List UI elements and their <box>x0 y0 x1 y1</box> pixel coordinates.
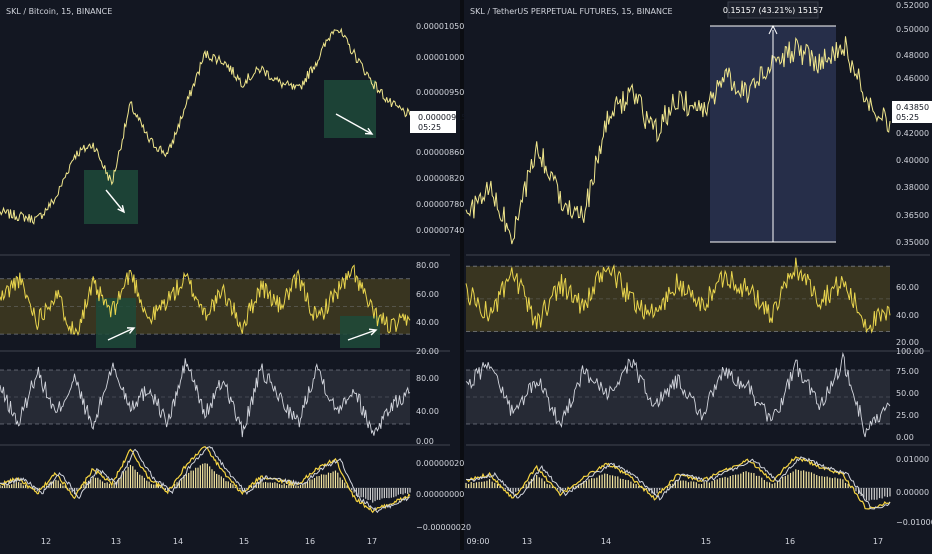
right-price-axis-label: 0.50000 <box>896 25 929 34</box>
right-rsi-line <box>465 257 891 334</box>
left-highlight-box <box>324 80 376 138</box>
left-stoch-axis-label: 80.00 <box>416 374 439 383</box>
right-price-axis-label: 0.48000 <box>896 51 929 60</box>
left-macd-axis-label: 0.00000000 <box>416 490 464 499</box>
right-time-axis-label: 13 <box>522 537 532 546</box>
left-countdown: 05:25 <box>418 123 441 132</box>
right-price-axis-label: 0.52000 <box>896 1 929 10</box>
right-macd-axis-label: 0.00000 <box>896 488 929 497</box>
right-measure-label-bg <box>727 1 819 19</box>
left-rsi-axis-label: 20.00 <box>416 347 439 356</box>
right-signal-line <box>466 456 891 510</box>
left-last-price: 0.00000915 <box>418 113 466 122</box>
left-time-axis-label: 12 <box>41 537 51 546</box>
right-measure-label: 0.15157 (43.21%) 15157 <box>723 6 823 15</box>
right-price-axis-label: 0.38000 <box>896 183 929 192</box>
left-price-axis-label: 0.00001000 <box>416 53 464 62</box>
left-rsi-axis-label: 80.00 <box>416 261 439 270</box>
left-price-axis-label: 0.00001050 <box>416 22 464 31</box>
left-rsi-axis-label: 40.00 <box>416 318 439 327</box>
right-last-price-label-bg <box>892 101 932 123</box>
right-rsi-band <box>466 266 890 332</box>
right-price-axis-label: 0.36500 <box>896 211 929 220</box>
left-arrow-up <box>347 329 377 341</box>
left-stoch-axis-label: 40.00 <box>416 407 439 416</box>
left-price-line <box>0 27 411 225</box>
right-stoch-line <box>465 351 891 438</box>
right-last-price: 0.43850 <box>896 103 929 112</box>
left-time-axis-label: 16 <box>305 537 315 546</box>
left-price-axis-label: 0.00000780 <box>416 200 464 209</box>
left-chart-title: SKL / Bitcoin, 15, BINANCE <box>6 7 112 16</box>
left-price-axis-label: 0.00000950 <box>416 88 464 97</box>
right-stoch-axis-label: 50.00 <box>896 389 919 398</box>
left-price-axis-label: 0.00000740 <box>416 226 464 235</box>
left-time-axis-label: 14 <box>173 537 183 546</box>
right-price-axis-label: 0.35000 <box>896 238 929 247</box>
left-arrow-up-head <box>368 328 378 336</box>
right-countdown: 05:25 <box>896 113 919 122</box>
left-rsi-axis-label: 60.00 <box>416 290 439 299</box>
right-price-line <box>465 36 891 245</box>
left-arrow-up-head <box>126 327 136 334</box>
left-time-axis-label: 15 <box>239 537 249 546</box>
left-arrow-up <box>107 327 135 341</box>
right-stoch-axis-label: 100.00 <box>896 347 924 356</box>
right-time-axis-label: 14 <box>601 537 611 546</box>
left-time-axis-label: 13 <box>111 537 121 546</box>
right-stoch-axis-label: 0.00 <box>896 433 914 442</box>
left-last-price-label-bg <box>410 111 456 133</box>
right-stoch-axis-label: 75.00 <box>896 367 919 376</box>
left-rsi-line <box>0 264 411 337</box>
left-arrow-down <box>335 113 373 135</box>
left-arrow-down-head <box>117 205 126 214</box>
left-macd-axis-label: 0.00000020 <box>416 459 464 468</box>
right-rsi-axis-label: 40.00 <box>896 311 919 320</box>
left-price-axis-label: 0.00000860 <box>416 148 464 157</box>
right-time-axis-label: 09:00 <box>466 537 489 546</box>
right-rsi-axis-label: 20.00 <box>896 338 919 347</box>
right-time-axis-label: 17 <box>873 537 883 546</box>
right-macd-axis-label: −0.01000 <box>896 518 932 527</box>
left-arrow-down-head <box>364 127 374 135</box>
left-signal-line <box>0 446 411 514</box>
right-macd-axis-label: 0.01000 <box>896 455 929 464</box>
left-stoch-line <box>0 358 411 438</box>
left-arrow-down <box>105 189 125 213</box>
left-price-axis-label: 0.00000820 <box>416 174 464 183</box>
right-macd-line <box>465 456 891 510</box>
right-chart-title: SKL / TetherUS PERPETUAL FUTURES, 15, BI… <box>470 7 673 16</box>
right-stoch-axis-label: 25.00 <box>896 411 919 420</box>
right-price-axis-label: 0.42000 <box>896 129 929 138</box>
right-measure-arrow <box>768 24 778 35</box>
left-macd-line <box>0 446 411 514</box>
left-time-axis-label: 17 <box>367 537 377 546</box>
left-stoch-axis-label: 0.00 <box>416 437 434 446</box>
right-price-axis-label: 0.46000 <box>896 74 929 83</box>
right-time-axis-label: 15 <box>701 537 711 546</box>
right-price-axis-label: 0.40000 <box>896 156 929 165</box>
right-time-axis-label: 16 <box>785 537 795 546</box>
right-rsi-axis-label: 60.00 <box>896 283 919 292</box>
left-macd-axis-label: −0.00000020 <box>416 523 471 532</box>
